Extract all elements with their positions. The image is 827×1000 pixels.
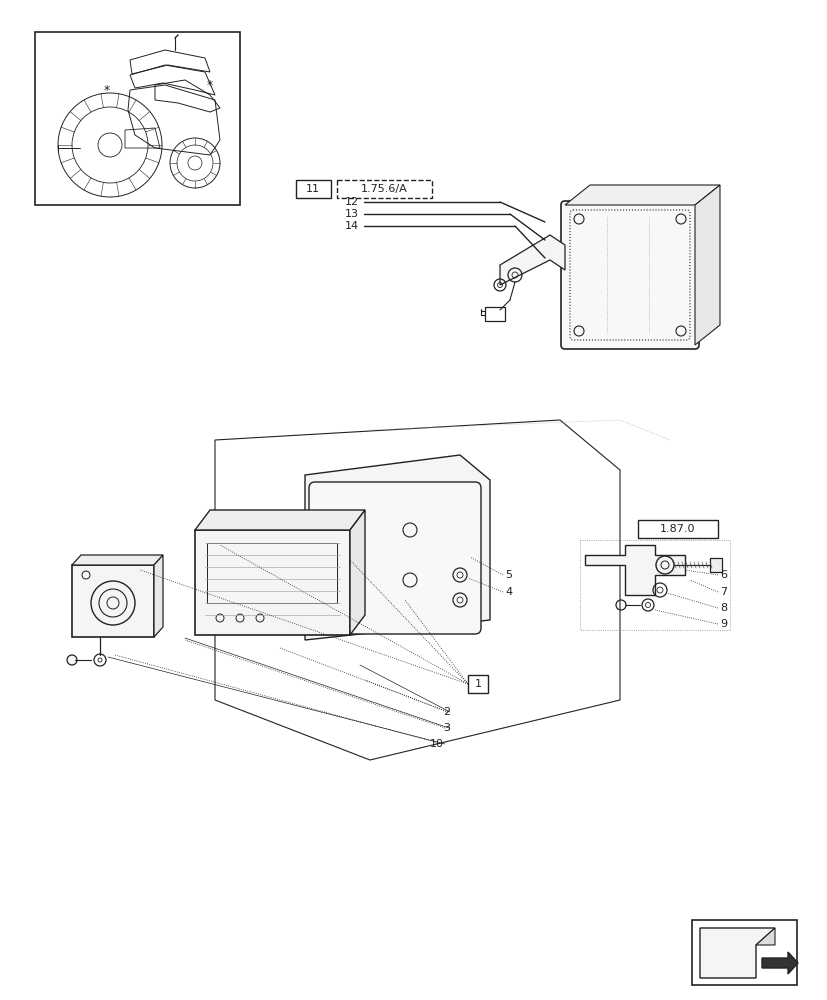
- Bar: [638, 520, 717, 538]
- Text: 3: 3: [442, 723, 449, 733]
- Polygon shape: [154, 555, 163, 637]
- Text: 13: 13: [345, 209, 359, 219]
- Bar: [35, 32, 240, 205]
- Text: 7: 7: [719, 587, 726, 597]
- Bar: [207, 543, 337, 603]
- Text: 8: 8: [719, 603, 726, 613]
- Bar: [295, 180, 331, 198]
- Text: *: *: [207, 79, 213, 92]
- Polygon shape: [585, 545, 684, 595]
- Polygon shape: [699, 928, 774, 978]
- Text: 5: 5: [504, 570, 511, 580]
- Bar: [72, 565, 154, 637]
- Polygon shape: [564, 185, 719, 205]
- Text: 9: 9: [719, 619, 726, 629]
- Polygon shape: [694, 185, 719, 345]
- Polygon shape: [304, 455, 490, 640]
- Polygon shape: [195, 510, 365, 530]
- Text: *: *: [103, 84, 110, 97]
- Text: 12: 12: [345, 197, 359, 207]
- Polygon shape: [350, 510, 365, 635]
- Bar: [485, 307, 504, 321]
- Text: 6: 6: [719, 570, 726, 580]
- Circle shape: [67, 655, 77, 665]
- Text: 14: 14: [345, 221, 359, 231]
- Bar: [337, 180, 432, 198]
- Polygon shape: [761, 952, 797, 974]
- FancyBboxPatch shape: [561, 201, 698, 349]
- FancyBboxPatch shape: [308, 482, 480, 634]
- Text: 11: 11: [306, 184, 319, 194]
- Text: 4: 4: [504, 587, 512, 597]
- Polygon shape: [72, 555, 163, 565]
- Text: 1: 1: [474, 679, 481, 689]
- Text: 1.75.6/A: 1.75.6/A: [361, 184, 407, 194]
- Bar: [195, 530, 350, 635]
- Polygon shape: [755, 928, 774, 945]
- Bar: [467, 675, 487, 693]
- Text: 10: 10: [429, 739, 443, 749]
- Polygon shape: [709, 558, 721, 572]
- Bar: [691, 920, 796, 985]
- Polygon shape: [500, 235, 564, 285]
- Bar: [579, 540, 729, 630]
- Text: 1.87.0: 1.87.0: [659, 524, 695, 534]
- Text: 2: 2: [442, 707, 449, 717]
